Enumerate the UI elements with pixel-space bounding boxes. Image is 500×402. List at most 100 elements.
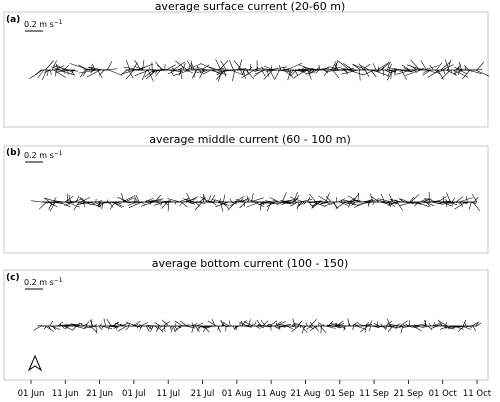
current-stick	[53, 196, 57, 203]
current-stick	[400, 325, 403, 334]
current-stick	[154, 194, 162, 203]
current-stick	[81, 201, 95, 206]
current-stick	[362, 69, 375, 76]
current-stick	[147, 69, 154, 82]
current-stick	[199, 197, 206, 203]
current-stick	[356, 325, 367, 330]
current-stick	[419, 199, 426, 203]
current-stick	[98, 325, 103, 331]
current-stick	[384, 69, 392, 74]
current-stick	[156, 325, 160, 333]
current-stick	[306, 69, 318, 75]
current-stick	[445, 199, 448, 203]
current-stick	[368, 320, 373, 327]
current-stick	[305, 322, 308, 327]
current-stick	[443, 69, 446, 75]
current-stick	[462, 320, 467, 327]
current-stick	[387, 63, 390, 71]
current-stick	[230, 201, 238, 206]
current-stick	[242, 69, 246, 79]
current-stick	[255, 325, 261, 329]
current-stick	[292, 69, 307, 79]
current-stick	[149, 325, 151, 330]
current-stick	[475, 69, 490, 77]
current-stick	[261, 66, 265, 71]
current-stick	[186, 192, 192, 203]
current-stick	[309, 325, 316, 332]
panel-a-frame	[3, 11, 489, 128]
current-stick	[232, 69, 236, 82]
current-stick	[444, 59, 450, 71]
current-stick	[423, 197, 429, 203]
current-stick	[372, 63, 377, 71]
current-stick	[178, 69, 182, 76]
current-stick	[59, 201, 71, 208]
current-stick	[379, 198, 392, 203]
current-stick	[410, 193, 420, 203]
current-stick	[289, 196, 304, 203]
current-stick	[318, 64, 321, 71]
current-stick	[273, 325, 280, 329]
current-stick	[458, 197, 473, 203]
current-stick	[319, 325, 327, 333]
current-stick	[117, 325, 127, 332]
current-stick	[263, 69, 273, 80]
current-stick	[154, 322, 161, 327]
current-stick	[336, 197, 338, 203]
current-stick	[218, 198, 222, 203]
current-stick	[369, 193, 374, 203]
current-stick	[92, 63, 96, 71]
panel-a-tag: (a)	[6, 15, 20, 25]
current-stick	[440, 325, 450, 330]
current-stick	[217, 325, 220, 330]
current-stick	[52, 60, 57, 71]
current-stick	[318, 195, 329, 203]
panel-b-sticks	[31, 192, 480, 212]
current-stick	[211, 199, 225, 203]
current-stick	[466, 196, 468, 203]
current-stick	[173, 69, 191, 76]
current-stick	[332, 69, 340, 78]
current-stick	[80, 69, 86, 78]
current-stick	[38, 201, 47, 210]
current-stick	[423, 69, 430, 73]
current-stick	[72, 325, 77, 331]
current-stick	[414, 201, 419, 207]
current-stick	[186, 196, 199, 203]
current-stick	[357, 201, 372, 205]
current-stick	[320, 325, 322, 334]
panel-c-scale-label: 0.2 m s	[24, 278, 54, 287]
current-stick	[178, 67, 184, 71]
panel-a-title: average surface current (20-60 m)	[155, 0, 346, 13]
current-stick	[357, 193, 360, 203]
current-stick	[134, 69, 150, 76]
current-stick	[196, 67, 207, 71]
current-stick	[412, 325, 422, 331]
current-stick	[56, 64, 66, 71]
current-stick	[275, 322, 279, 327]
current-stick	[53, 325, 55, 330]
current-stick	[180, 320, 188, 327]
current-stick	[233, 325, 239, 330]
current-stick	[74, 325, 86, 330]
current-stick	[65, 325, 70, 330]
current-stick	[45, 325, 54, 332]
current-stick	[29, 69, 43, 79]
current-stick	[235, 199, 244, 203]
x-tick-label: 11 Jun	[52, 389, 79, 399]
current-stick	[405, 69, 422, 76]
current-stick	[66, 201, 80, 208]
current-stick	[352, 321, 359, 327]
current-stick	[253, 69, 263, 77]
current-stick	[289, 201, 298, 207]
current-stick	[453, 69, 469, 78]
current-stick	[427, 69, 440, 78]
current-stick	[134, 197, 139, 203]
current-stick	[434, 69, 445, 74]
current-stick	[360, 65, 370, 71]
current-stick	[454, 201, 466, 210]
current-stick	[293, 192, 298, 203]
current-stick	[422, 198, 432, 203]
current-stick	[70, 69, 75, 76]
current-stick	[290, 69, 297, 77]
